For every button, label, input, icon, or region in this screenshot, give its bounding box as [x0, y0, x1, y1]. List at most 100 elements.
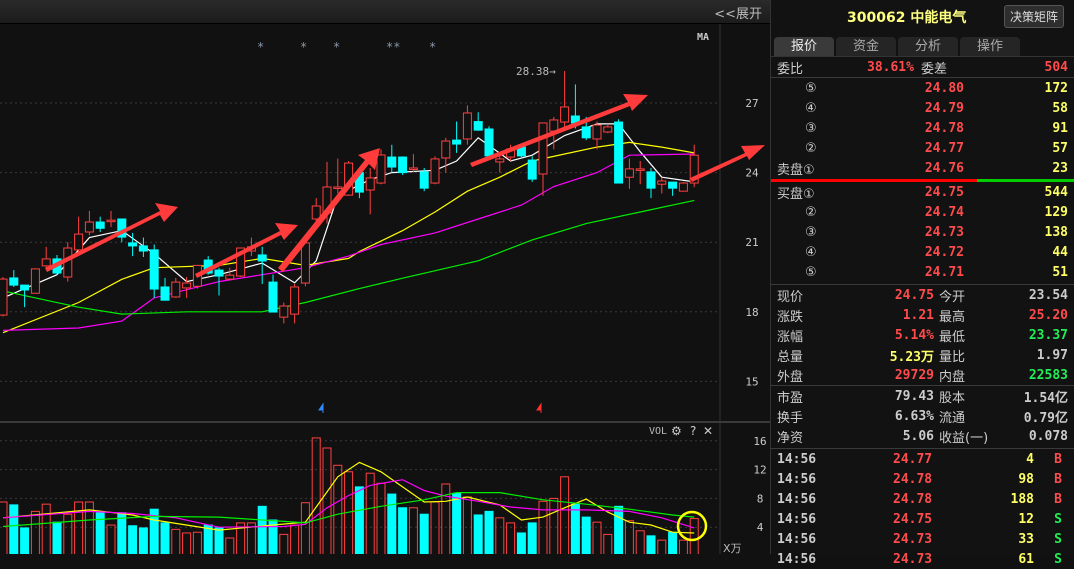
candle-body	[300, 242, 310, 284]
vol-indicator-label[interactable]: VOL	[649, 426, 667, 437]
volume-bar	[419, 513, 429, 554]
candle[interactable]	[495, 154, 505, 173]
event-star[interactable]: **	[386, 40, 400, 54]
stat-value: 29729	[894, 367, 934, 383]
volume-bar	[84, 501, 94, 554]
candle[interactable]	[408, 154, 418, 173]
fundamental-value: 5.06	[902, 428, 934, 444]
level-price: 24.80	[924, 80, 964, 96]
candle[interactable]	[441, 137, 451, 173]
volume-bar	[581, 516, 591, 554]
volume-bar	[527, 522, 537, 554]
candle[interactable]	[9, 270, 19, 287]
stat-label: 外盘	[777, 369, 804, 385]
candle[interactable]	[473, 112, 483, 131]
gear-icon[interactable]: ⚙	[671, 424, 682, 438]
candle[interactable]	[257, 246, 267, 284]
fundamental-label: 股本	[939, 390, 966, 406]
candle[interactable]	[311, 198, 321, 222]
candle-body	[452, 139, 462, 145]
candle[interactable]	[30, 268, 40, 294]
candle[interactable]	[527, 156, 537, 182]
candle[interactable]	[376, 149, 386, 185]
help-icon[interactable]: ?	[690, 424, 696, 438]
volume-bar	[182, 532, 192, 554]
candle[interactable]	[214, 267, 224, 296]
tab-operation[interactable]: 操作	[960, 37, 1020, 56]
candle[interactable]	[268, 274, 278, 313]
kline-chart[interactable]: 27 24 21 18 15 16 12 8 4 MA * * * ** * 28.38→ VO…	[0, 24, 770, 554]
candle[interactable]	[95, 216, 105, 232]
tick-time: 14:56	[777, 471, 817, 487]
candle[interactable]	[0, 277, 8, 317]
candle[interactable]	[149, 244, 159, 298]
candle[interactable]	[182, 277, 192, 298]
candle[interactable]	[657, 177, 667, 194]
candle[interactable]	[365, 167, 375, 215]
fundamental-label: 流通	[939, 410, 966, 426]
candle[interactable]	[106, 210, 116, 228]
candle[interactable]	[300, 242, 310, 287]
candle[interactable]	[74, 216, 84, 254]
event-star[interactable]: *	[429, 40, 436, 54]
candle[interactable]	[138, 237, 148, 258]
candle-body	[495, 158, 505, 163]
weibi-label: 委比	[777, 61, 804, 77]
candle[interactable]	[41, 246, 51, 268]
event-star[interactable]: *	[257, 40, 264, 54]
candle[interactable]	[387, 144, 397, 173]
red-flag-icon[interactable]	[536, 402, 542, 413]
candle[interactable]	[668, 181, 678, 196]
price-tick-label: 21	[745, 236, 758, 249]
candle[interactable]	[419, 167, 429, 192]
expand-button[interactable]: <<展开	[714, 7, 762, 22]
candle[interactable]	[225, 267, 235, 281]
candle[interactable]	[560, 70, 570, 129]
close-icon[interactable]: ✕	[703, 424, 713, 438]
candle[interactable]	[484, 126, 494, 159]
candle[interactable]	[398, 156, 408, 175]
candle[interactable]	[128, 232, 138, 257]
tab-quote[interactable]: 报价	[774, 37, 834, 56]
candle[interactable]	[614, 119, 624, 184]
tick-side: S	[1054, 531, 1062, 547]
candle[interactable]	[646, 167, 656, 199]
volume-bar	[9, 504, 19, 554]
candle-body	[9, 277, 19, 286]
price-tick-label: 24	[745, 167, 759, 180]
candle[interactable]	[290, 283, 300, 324]
stat-row: 现价 24.75 今开 23.54	[771, 285, 1074, 305]
tick-time: 14:56	[777, 511, 817, 527]
tick-side: B	[1054, 451, 1062, 467]
event-star[interactable]: *	[333, 40, 340, 54]
candle-body	[214, 269, 224, 277]
highlight-circle	[676, 510, 708, 542]
tab-analysis[interactable]: 分析	[898, 37, 958, 56]
stat-value: 1.97	[1036, 347, 1068, 363]
candle[interactable]	[635, 161, 645, 185]
candle[interactable]	[462, 105, 472, 145]
event-star[interactable]: *	[300, 40, 307, 54]
blue-flag-icon[interactable]	[318, 402, 324, 413]
candle[interactable]	[171, 277, 181, 298]
stat-label: 总量	[777, 349, 804, 365]
decision-matrix-button[interactable]: 决策矩阵	[1003, 5, 1064, 28]
candle-body	[311, 205, 321, 220]
orderbook-row: ③ 24.78 91	[771, 118, 1074, 138]
candle[interactable]	[624, 158, 634, 189]
candle[interactable]	[20, 284, 30, 308]
volume-bar	[592, 521, 602, 554]
tab-funds[interactable]: 资金	[836, 37, 896, 56]
candle[interactable]	[160, 277, 170, 301]
fundamental-value: 0.79亿	[1023, 410, 1068, 426]
candle[interactable]	[452, 121, 462, 153]
volume-tick-label: 12	[753, 464, 766, 477]
candle[interactable]	[678, 181, 688, 192]
candle[interactable]	[279, 302, 289, 324]
candle[interactable]	[84, 210, 94, 236]
candle[interactable]	[592, 121, 602, 150]
candle[interactable]	[333, 158, 343, 194]
candle[interactable]	[603, 123, 613, 134]
stat-value: 23.54	[1028, 287, 1068, 303]
candle[interactable]	[430, 156, 440, 185]
